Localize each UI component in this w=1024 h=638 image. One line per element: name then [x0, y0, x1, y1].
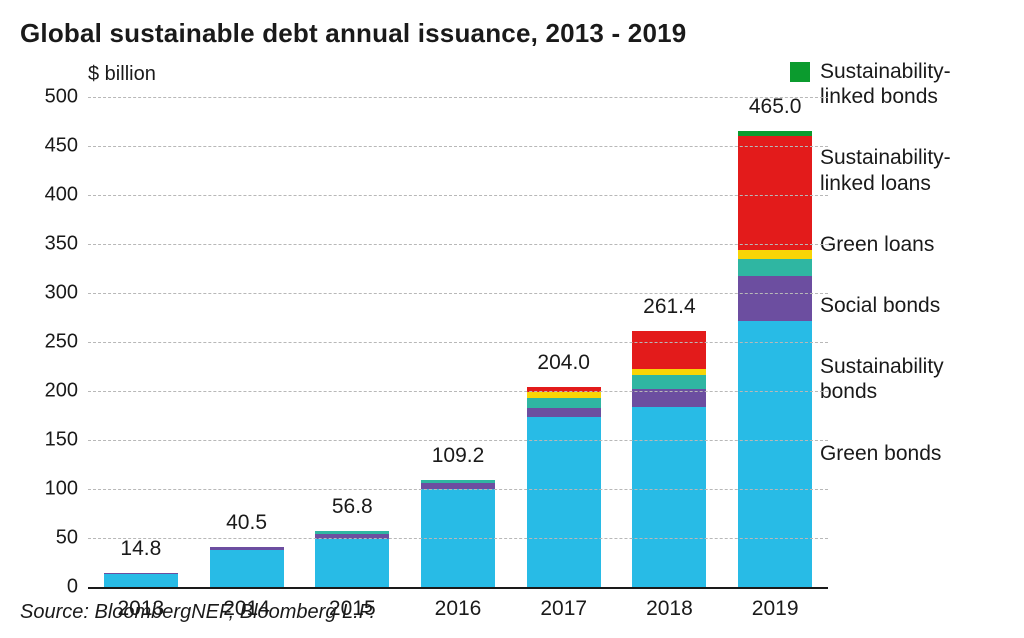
plot-area: 201314.8201440.5201556.82016109.22017204… [88, 97, 828, 589]
bar-segment-sustainability-linked-loans [632, 331, 706, 369]
legend-label: Social bonds [820, 293, 940, 318]
y-tick-label: 350 [45, 233, 88, 256]
bar-segment-green-loans [527, 392, 601, 398]
bar-total-label: 204.0 [537, 351, 590, 375]
x-tick-label: 2016 [435, 597, 482, 621]
bar-total-label: 261.4 [643, 295, 696, 319]
bar-total-label: 40.5 [226, 511, 267, 535]
legend-label: Green loans [820, 232, 934, 257]
bar-segment-green-bonds [315, 539, 389, 587]
bar-segment-social-bonds [738, 259, 812, 277]
bar-segment-sustainability-bonds [527, 408, 601, 418]
gridline [88, 244, 828, 245]
y-axis-unit-label: $ billion [88, 63, 156, 86]
bar-segment-sustainability-bonds [738, 276, 812, 321]
gridline [88, 195, 828, 196]
y-tick-label: 250 [45, 331, 88, 354]
y-tick-label: 450 [45, 135, 88, 158]
bar-segment-sustainability-linked-bonds [738, 131, 812, 136]
bar-segment-sustainability-bonds [104, 573, 178, 574]
source-attribution: Source: BloombergNEF, Bloomberg L.P. [20, 601, 375, 624]
chart-wrap: $ billion 201314.8201440.5201556.8201610… [20, 53, 1004, 633]
x-tick-label: 2018 [646, 597, 693, 621]
bar-segment-green-bonds [527, 417, 601, 587]
gridline [88, 293, 828, 294]
y-tick-label: 300 [45, 282, 88, 305]
page: Global sustainable debt annual issuance,… [0, 0, 1024, 638]
bar-segment-green-bonds [632, 407, 706, 587]
bar-segment-social-bonds [421, 480, 495, 483]
legend-swatch [790, 62, 810, 82]
chart-title: Global sustainable debt annual issuance,… [20, 18, 1004, 49]
x-tick-label: 2019 [752, 597, 799, 621]
y-tick-label: 100 [45, 478, 88, 501]
legend-label: Sustainability bonds [820, 354, 1004, 404]
bar-segment-green-loans [738, 250, 812, 259]
bar-segment-sustainability-bonds [210, 547, 284, 550]
bar-total-label: 56.8 [332, 495, 373, 519]
bar-segment-green-bonds [738, 321, 812, 587]
bar-segment-social-bonds [527, 398, 601, 408]
y-tick-label: 500 [45, 86, 88, 109]
bar-segment-green-bonds [104, 574, 178, 587]
y-tick-label: 200 [45, 380, 88, 403]
bar-segment-social-bonds [632, 375, 706, 389]
bar-total-label: 465.0 [749, 95, 802, 119]
legend-label: Sustainability-linked bonds [820, 59, 1004, 109]
bar-total-label: 14.8 [120, 537, 161, 561]
x-tick-label: 2017 [540, 597, 587, 621]
gridline [88, 538, 828, 539]
y-tick-label: 400 [45, 184, 88, 207]
chart: $ billion 201314.8201440.5201556.8201610… [20, 53, 772, 633]
bar-total-label: 109.2 [432, 444, 485, 468]
gridline [88, 342, 828, 343]
legend-label: Green bonds [820, 441, 941, 466]
y-tick-label: 0 [67, 576, 88, 599]
gridline [88, 489, 828, 490]
gridline [88, 440, 828, 441]
gridline [88, 97, 828, 98]
bar-segment-green-loans [632, 369, 706, 375]
gridline [88, 391, 828, 392]
bar-segment-social-bonds [315, 531, 389, 534]
bar-segment-sustainability-linked-loans [738, 136, 812, 250]
y-tick-label: 50 [56, 527, 88, 550]
y-tick-label: 150 [45, 429, 88, 452]
legend-label: Sustainability-linked loans [820, 145, 1004, 195]
bar-segment-green-bonds [210, 550, 284, 587]
gridline [88, 146, 828, 147]
